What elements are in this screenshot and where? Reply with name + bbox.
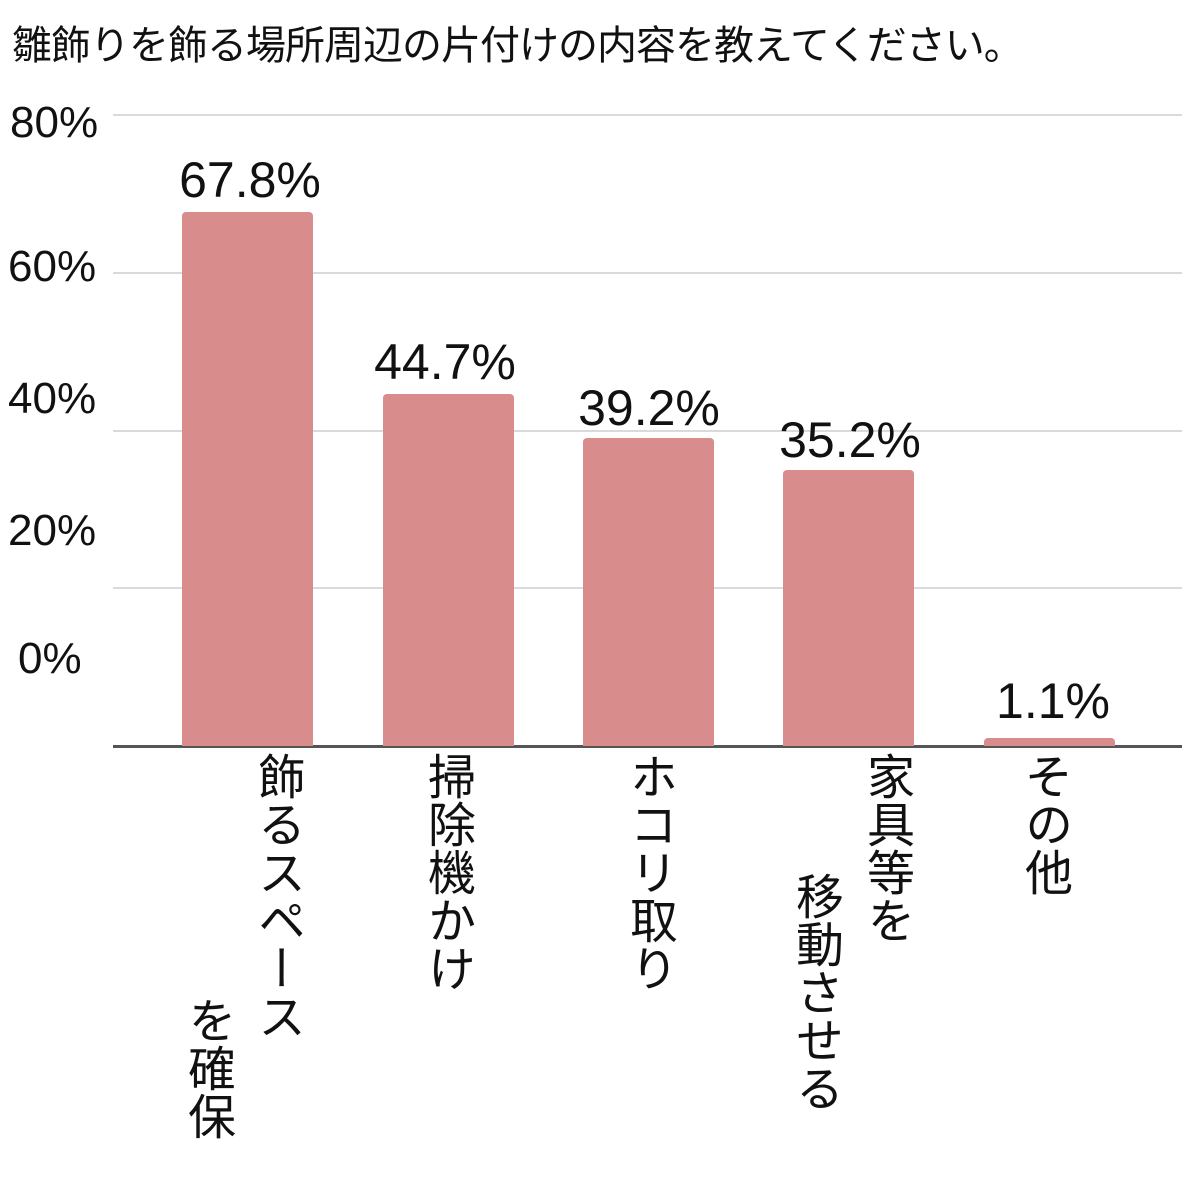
- value-label-2: 44.7%: [374, 334, 516, 390]
- bar-2: [383, 394, 514, 746]
- bar-5: [984, 738, 1115, 746]
- chart-title: 雛飾りを飾る場所周辺の片付けの内容を教えてください。: [12, 23, 1024, 69]
- y-tick-80: 80%: [10, 98, 99, 147]
- y-tick-20: 20%: [8, 506, 97, 555]
- x-axis-baseline: [113, 745, 1182, 748]
- value-label-4: 35.2%: [779, 412, 921, 468]
- x-label-4-col1: 家具等を: [858, 752, 914, 944]
- x-label-3: ホコリ取り: [621, 752, 677, 992]
- x-label-1-col2: を確保: [179, 996, 235, 1140]
- y-tick-0: 0%: [18, 634, 82, 683]
- bar-1: [182, 212, 313, 746]
- gridline-80: [113, 114, 1182, 116]
- x-label-5: その他: [1016, 752, 1072, 896]
- bar-4: [783, 470, 914, 746]
- y-tick-40: 40%: [8, 374, 97, 423]
- x-label-2: 掃除機かけ: [419, 752, 475, 992]
- bar-3: [583, 438, 714, 746]
- y-tick-60: 60%: [8, 242, 97, 291]
- gridline-40: [113, 430, 1182, 432]
- value-label-3: 39.2%: [578, 380, 720, 436]
- x-label-4-col2: 移動させる: [787, 872, 843, 1112]
- value-label-5: 1.1%: [996, 673, 1110, 729]
- x-label-1-col1: 飾るスペース: [249, 752, 305, 1040]
- value-label-1: 67.8%: [179, 152, 321, 208]
- gridline-60: [113, 272, 1182, 274]
